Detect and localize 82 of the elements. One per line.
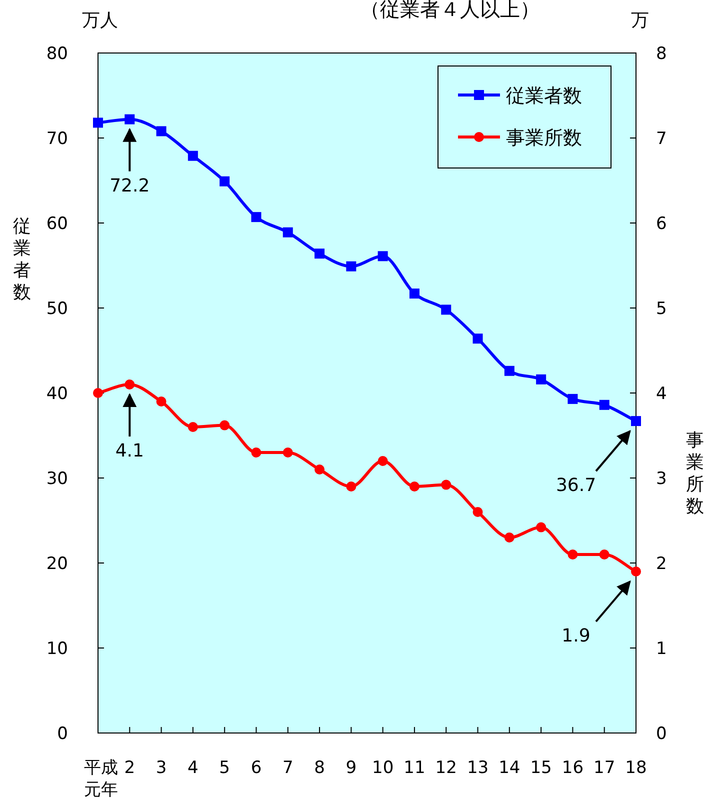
x-tick-label: 5 [219,758,230,778]
data-label: 4.1 [115,440,144,462]
point [378,251,388,262]
point [314,464,325,474]
point [282,448,293,458]
point [251,448,262,458]
y-tick-label: 40 [46,384,68,404]
x-tick-label: 6 [250,758,262,778]
point [378,456,388,466]
point [93,388,103,398]
point [124,114,135,124]
y2-tick-label: 1 [656,639,667,659]
point [599,550,610,560]
x-tick-label: 4 [188,758,198,778]
y2-axis-title: 事業所数 [686,430,704,517]
x-tick-label: 15 [530,758,552,778]
point [124,380,135,390]
point [536,374,546,384]
x-tick-label: 平成元年 [84,758,118,800]
x-tick-label: 8 [314,758,325,778]
y2-tick-label: 8 [656,44,667,64]
text: 万 [631,10,649,31]
x-tick-label: 12 [435,758,457,778]
point [599,400,610,410]
y2-tick-label: 7 [656,129,667,149]
point [93,118,103,128]
data-label: 72.2 [110,175,150,196]
point [631,416,641,426]
point [409,482,420,492]
point [504,366,514,376]
point [156,396,166,406]
point [346,482,356,492]
y-tick-label: 50 [46,299,68,319]
y-axis-title: 従業者数 [13,216,31,303]
y-tick-label: 0 [57,724,68,744]
text: 万人 [82,10,118,31]
x-tick-label: 16 [562,758,584,778]
y-tick-label: 60 [46,214,68,234]
point [346,261,356,272]
x-tick-label: 7 [282,758,294,778]
y2-tick-label: 5 [656,299,667,319]
x-tick-label: 17 [594,758,616,778]
x-tick-label: 2 [124,758,136,778]
data-label: 1.9 [562,626,590,646]
x-tick-label: 18 [625,758,647,778]
x-tick-label: 14 [498,758,520,778]
y-tick-label: 10 [46,639,68,659]
point [282,227,293,238]
legend-label: 事業所数 [506,127,582,149]
x-tick-label: 3 [156,758,167,778]
point [441,480,452,490]
x-tick-label: 9 [346,758,357,778]
y2-tick-label: 6 [656,214,667,234]
x-tick-label: 11 [404,758,426,778]
point [156,126,166,136]
point [441,304,452,315]
point [220,420,230,430]
point [188,150,198,161]
legend-label: 従業者数 [506,85,582,107]
y2-tick-label: 2 [656,554,667,574]
point [536,522,546,532]
point [568,394,578,404]
point [220,176,230,186]
point [631,566,641,576]
y-tick-label: 70 [46,129,68,149]
point [568,550,578,560]
point [504,532,514,542]
y-tick-label: 20 [46,554,68,574]
point [409,288,420,299]
y2-tick-label: 4 [656,384,667,404]
y2-tick-label: 3 [656,469,667,489]
point [314,248,325,259]
point [472,507,483,517]
y2-tick-label: 0 [656,724,667,744]
y-tick-label: 30 [46,469,68,489]
point [251,212,262,222]
point [472,334,483,344]
y-tick-label: 80 [46,44,68,64]
x-tick-label: 13 [466,758,489,778]
x-tick-label: 10 [372,758,394,778]
data-label: 36.7 [556,475,596,496]
point [188,422,198,432]
